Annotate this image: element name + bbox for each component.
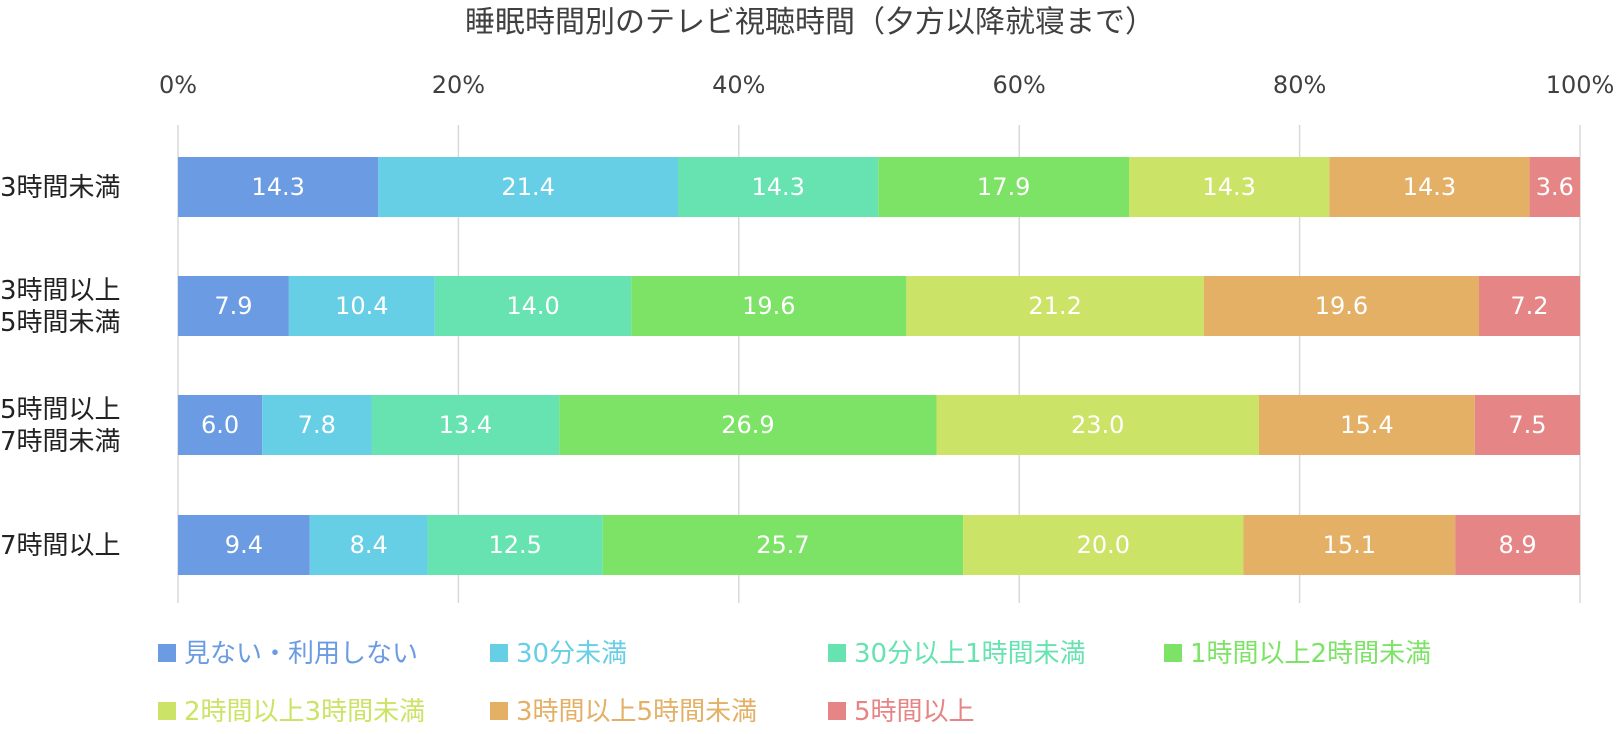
legend-label: 見ない・利用しない [184,639,418,669]
bar-segment [1474,395,1580,455]
data-label: 6.0 [201,411,239,439]
data-label: 14.3 [1403,173,1456,201]
legend-label: 1時間以上2時間未満 [1190,639,1431,669]
data-label: 25.7 [756,531,809,559]
data-label: 14.3 [1202,173,1255,201]
x-axis-ticks: 0% 20% 40% 60% 80% 100% [159,71,1614,99]
legend-swatch [490,644,508,662]
data-label: 8.4 [350,531,388,559]
bar-segment [371,395,560,455]
data-label: 7.8 [298,411,336,439]
data-label: 21.2 [1028,292,1081,320]
data-label: 14.3 [751,173,804,201]
x-tick-label: 0% [159,71,197,99]
data-label: 17.9 [977,173,1030,201]
x-tick-label: 100% [1546,71,1615,99]
bar-segment [602,515,964,575]
legend-swatch [1164,644,1182,662]
legend-swatch [490,702,508,720]
x-tick-label: 60% [993,71,1046,99]
bar-segment [262,395,372,455]
bar-segment [1203,276,1479,336]
bar-segment [1529,157,1580,217]
legend-swatch [158,644,176,662]
data-label: 7.9 [214,292,252,320]
data-label: 8.9 [1499,531,1537,559]
data-label: 21.4 [501,173,554,201]
x-tick-label: 20% [432,71,485,99]
bar-segment [378,157,679,217]
data-label: 10.4 [335,292,388,320]
bar-segment [288,276,435,336]
category-label: 7時間以上 [0,531,121,561]
data-label: 26.9 [721,411,774,439]
bar-segment [178,276,289,336]
bar-segment [678,157,879,217]
data-label: 12.5 [488,531,541,559]
bar-segment [963,515,1244,575]
category-label: 5時間未満 [0,308,121,338]
bar-segment [1258,395,1475,455]
category-label: 3時間未満 [0,173,121,203]
category-label: 7時間未満 [0,427,121,457]
data-label: 3.6 [1536,173,1574,201]
bar-segment [878,157,1130,217]
legend-label: 30分未満 [516,639,627,669]
data-label: 15.4 [1340,411,1393,439]
bar-segment [631,276,907,336]
chart-title: 睡眠時間別のテレビ視聴時間（夕方以降就寝まで） [465,5,1155,40]
data-label: 14.0 [506,292,559,320]
data-label: 19.6 [742,292,795,320]
category-label: 3時間以上 [0,276,121,306]
data-label: 20.0 [1077,531,1130,559]
data-label: 14.3 [251,173,304,201]
legend-swatch [158,702,176,720]
legend-label: 3時間以上5時間未満 [516,697,757,727]
legend-label: 2時間以上3時間未満 [184,697,425,727]
bar-segment [309,515,428,575]
bar-segment [906,276,1204,336]
bar-segment [434,276,632,336]
legend-swatch [828,702,846,720]
data-label: 7.2 [1510,292,1548,320]
data-label: 23.0 [1071,411,1124,439]
x-tick-label: 40% [712,71,765,99]
legend-label: 30分以上1時間未満 [854,639,1086,669]
bars: 14.3 21.4 14.3 17.9 14.3 14.3 3.6 7.9 10.4 14.0 19… [178,157,1580,575]
legend-swatch [828,644,846,662]
data-label: 9.4 [225,531,263,559]
bar-segment [559,395,937,455]
x-tick-label: 80% [1273,71,1326,99]
data-label: 7.5 [1508,411,1546,439]
data-label: 13.4 [439,411,492,439]
bar-segment [178,395,263,455]
bar-segment [178,515,310,575]
bar-segment [1243,515,1456,575]
bar-segment [178,157,379,217]
data-label: 19.6 [1315,292,1368,320]
bar-segment [1329,157,1530,217]
bar-segment [1478,276,1580,336]
legend: 見ない・利用しない 30分未満 30分以上1時間未満 1時間以上2時間未満 2時間以上3… [158,639,1431,727]
bar-segment [936,395,1259,455]
bar-segment [1129,157,1330,217]
category-label: 5時間以上 [0,395,121,425]
data-label: 15.1 [1323,531,1376,559]
bar-segment [1455,515,1580,575]
bar-segment [427,515,603,575]
legend-label: 5時間以上 [854,697,975,727]
